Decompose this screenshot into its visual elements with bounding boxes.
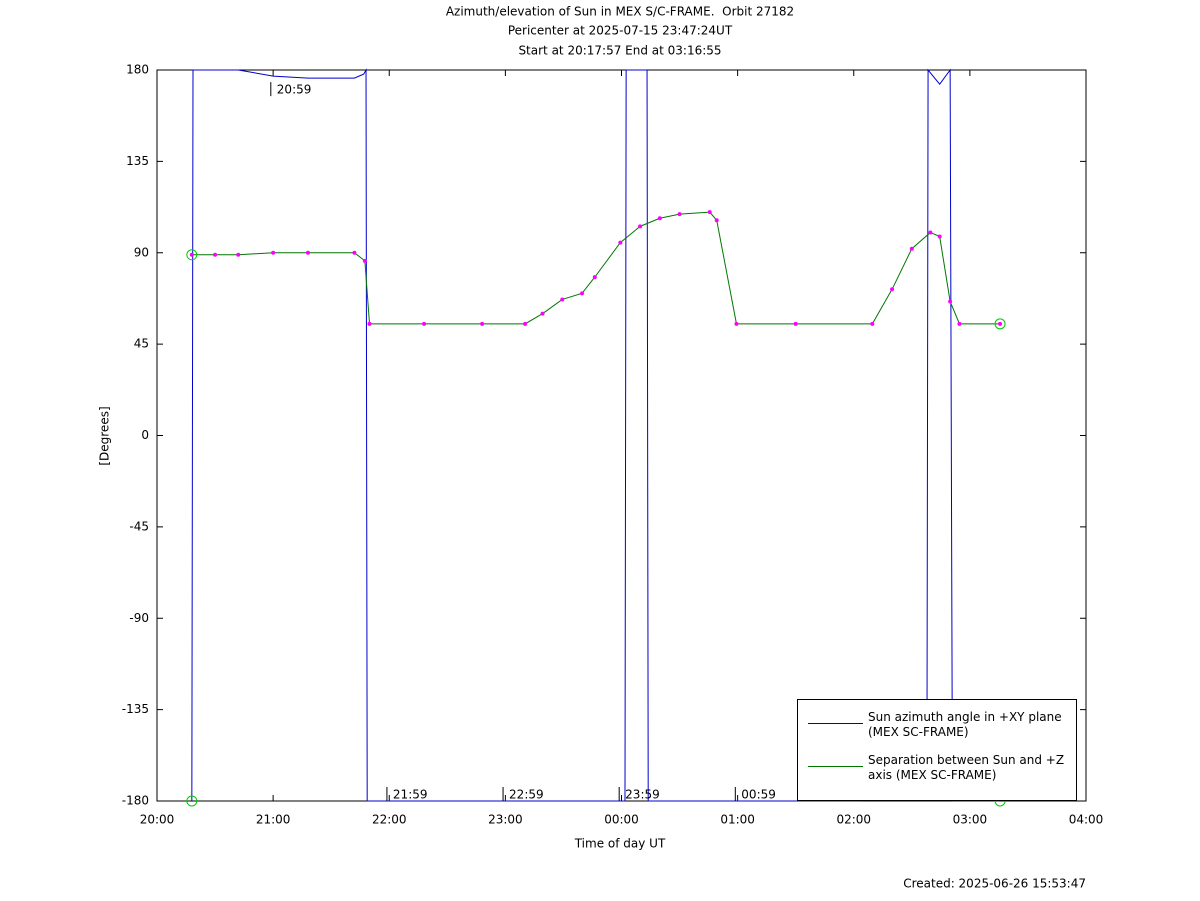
point-marker: [657, 216, 662, 221]
point-marker: [707, 210, 712, 215]
y-tick-label: -90: [129, 611, 149, 625]
endpoint-marker: [994, 318, 1006, 330]
point-marker: [937, 234, 942, 239]
legend-label: Separation between Sun and +Z axis (MEX …: [868, 753, 1065, 782]
point-marker: [638, 224, 643, 229]
series-line: [191, 68, 1001, 802]
point-marker: [422, 321, 427, 326]
point-marker: [540, 311, 545, 316]
footer: Created: 2025-06-26 15:53:47: [903, 877, 1086, 891]
point-marker: [580, 291, 585, 296]
chart-subtitle: Start at 20:17:57 End at 03:16:55: [518, 44, 721, 58]
x-tick-label: 23:00: [488, 813, 523, 827]
point-marker: [305, 250, 310, 255]
plot-frame: [156, 69, 1087, 802]
annotation: 22:59: [509, 788, 544, 802]
chart-title: Azimuth/elevation of Sun in MEX S/C-FRAM…: [446, 5, 794, 19]
series-line: [191, 211, 1001, 325]
point-marker: [592, 275, 597, 280]
endpoint-marker: [186, 795, 198, 807]
point-marker: [909, 246, 914, 251]
legend-swatch: [808, 723, 863, 724]
x-axis-label: Time of day UT: [574, 837, 666, 851]
point-marker: [271, 250, 276, 255]
point-marker: [523, 321, 528, 326]
x-tick-label: 00:00: [604, 813, 639, 827]
point-marker: [189, 252, 194, 257]
point-marker: [560, 297, 565, 302]
chart-subtitle: Pericenter at 2025-07-15 23:47:24UT: [508, 24, 733, 38]
y-axis-label: [Degrees]: [98, 406, 112, 465]
x-tick-label: 02:00: [836, 813, 871, 827]
point-marker: [618, 240, 623, 245]
x-tick-label: 20:00: [140, 813, 175, 827]
annotation: 20:59: [277, 83, 312, 97]
y-tick-label: -180: [122, 794, 149, 808]
x-tick-label: 03:00: [953, 813, 988, 827]
point-marker: [714, 218, 719, 223]
annotation: 00:59: [741, 788, 776, 802]
annotation: 21:59: [393, 788, 428, 802]
y-tick-label: 180: [126, 63, 149, 77]
point-marker: [890, 287, 895, 292]
point-marker: [677, 212, 682, 217]
point-marker: [236, 252, 241, 257]
endpoint-marker: [186, 249, 198, 261]
point-marker: [213, 252, 218, 257]
legend: Sun azimuth angle in +XY plane (MEX SC-F…: [797, 699, 1077, 801]
y-tick-label: -135: [122, 702, 149, 716]
legend-swatch: [808, 766, 863, 767]
y-tick-label: 135: [126, 154, 149, 168]
point-marker: [480, 321, 485, 326]
point-marker: [998, 321, 1003, 326]
point-marker: [957, 321, 962, 326]
x-tick-label: 21:00: [256, 813, 291, 827]
y-tick-label: -45: [129, 519, 149, 533]
annotation: 23:59: [625, 788, 660, 802]
x-tick-label: 04:00: [1069, 813, 1104, 827]
point-marker: [948, 299, 953, 304]
point-marker: [734, 321, 739, 326]
point-marker: [793, 321, 798, 326]
x-tick-label: 01:00: [720, 813, 755, 827]
point-marker: [928, 230, 933, 235]
legend-label: Sun azimuth angle in +XY plane (MEX SC-F…: [868, 710, 1062, 739]
y-tick-label: 90: [134, 245, 149, 259]
x-tick-label: 22:00: [372, 813, 407, 827]
point-marker: [367, 321, 372, 326]
point-marker: [870, 321, 875, 326]
y-tick-label: 45: [134, 337, 149, 351]
point-marker: [352, 250, 357, 255]
y-tick-label: 0: [141, 428, 149, 442]
point-marker: [362, 258, 367, 263]
